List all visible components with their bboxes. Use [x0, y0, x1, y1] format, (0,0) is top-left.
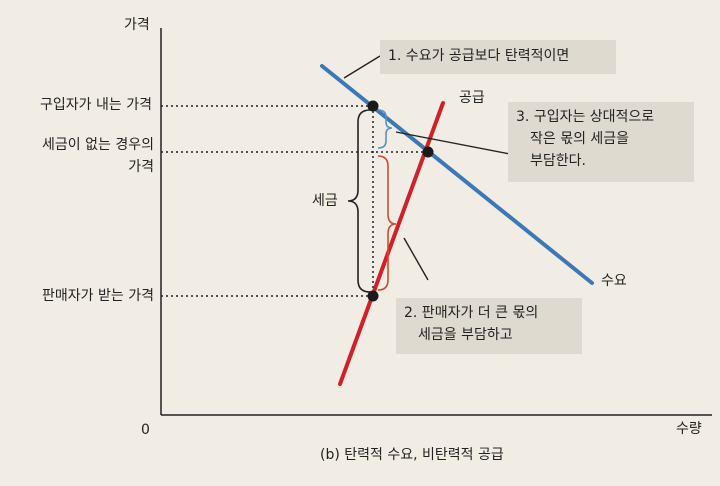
- note2-text-line2: 세금을 부담하고: [418, 327, 513, 343]
- demand-curve: [320, 64, 594, 285]
- note3-box: 3. 구입자는 상대적으로 작은 몫의 세금을 부담한다.: [508, 102, 694, 182]
- note1-box: 1. 수요가 공급보다 탄력적이면: [380, 40, 616, 74]
- no-tax-equilibrium-point: [422, 146, 434, 158]
- note2-text-line1: 2. 판매자가 더 큰 몫의: [404, 305, 539, 321]
- tax-brace: [347, 109, 371, 293]
- buyer-share-brace: [377, 109, 393, 149]
- caption: (b) 탄력적 수요, 비탄력적 공급: [320, 447, 504, 463]
- note3-pointer: [395, 131, 511, 155]
- supply-curve-label: 공급: [459, 90, 485, 106]
- x-axis-label: 수량: [676, 421, 702, 437]
- note3-text-line2: 작은 몫의 세금을: [530, 131, 630, 147]
- tax-label: 세금: [312, 193, 338, 209]
- note3-text-line3: 부담한다.: [530, 153, 586, 169]
- note1-pointer: [343, 55, 381, 79]
- y-axis-label: 가격: [124, 17, 150, 33]
- note1-text: 1. 수요가 공급보다 탄력적이면: [388, 48, 570, 64]
- note3-text-line1: 3. 구입자는 상대적으로: [516, 109, 655, 125]
- buyer-price-label: 구입자가 내는 가격: [40, 97, 152, 113]
- no-tax-price-label-line1: 세금이 없는 경우의: [42, 137, 154, 153]
- seller-price-point: [367, 290, 379, 302]
- no-tax-price-label-line2: 가격: [128, 159, 154, 175]
- buyer-price-point: [367, 100, 379, 112]
- demand-curve-label: 수요: [601, 273, 627, 289]
- origin-label: 0: [141, 422, 150, 438]
- seller-share-brace: [377, 155, 397, 291]
- note2-box: 2. 판매자가 더 큰 몫의 세금을 부담하고: [396, 298, 582, 354]
- note2-pointer: [403, 237, 429, 281]
- seller-price-label: 판매자가 받는 가격: [42, 288, 154, 304]
